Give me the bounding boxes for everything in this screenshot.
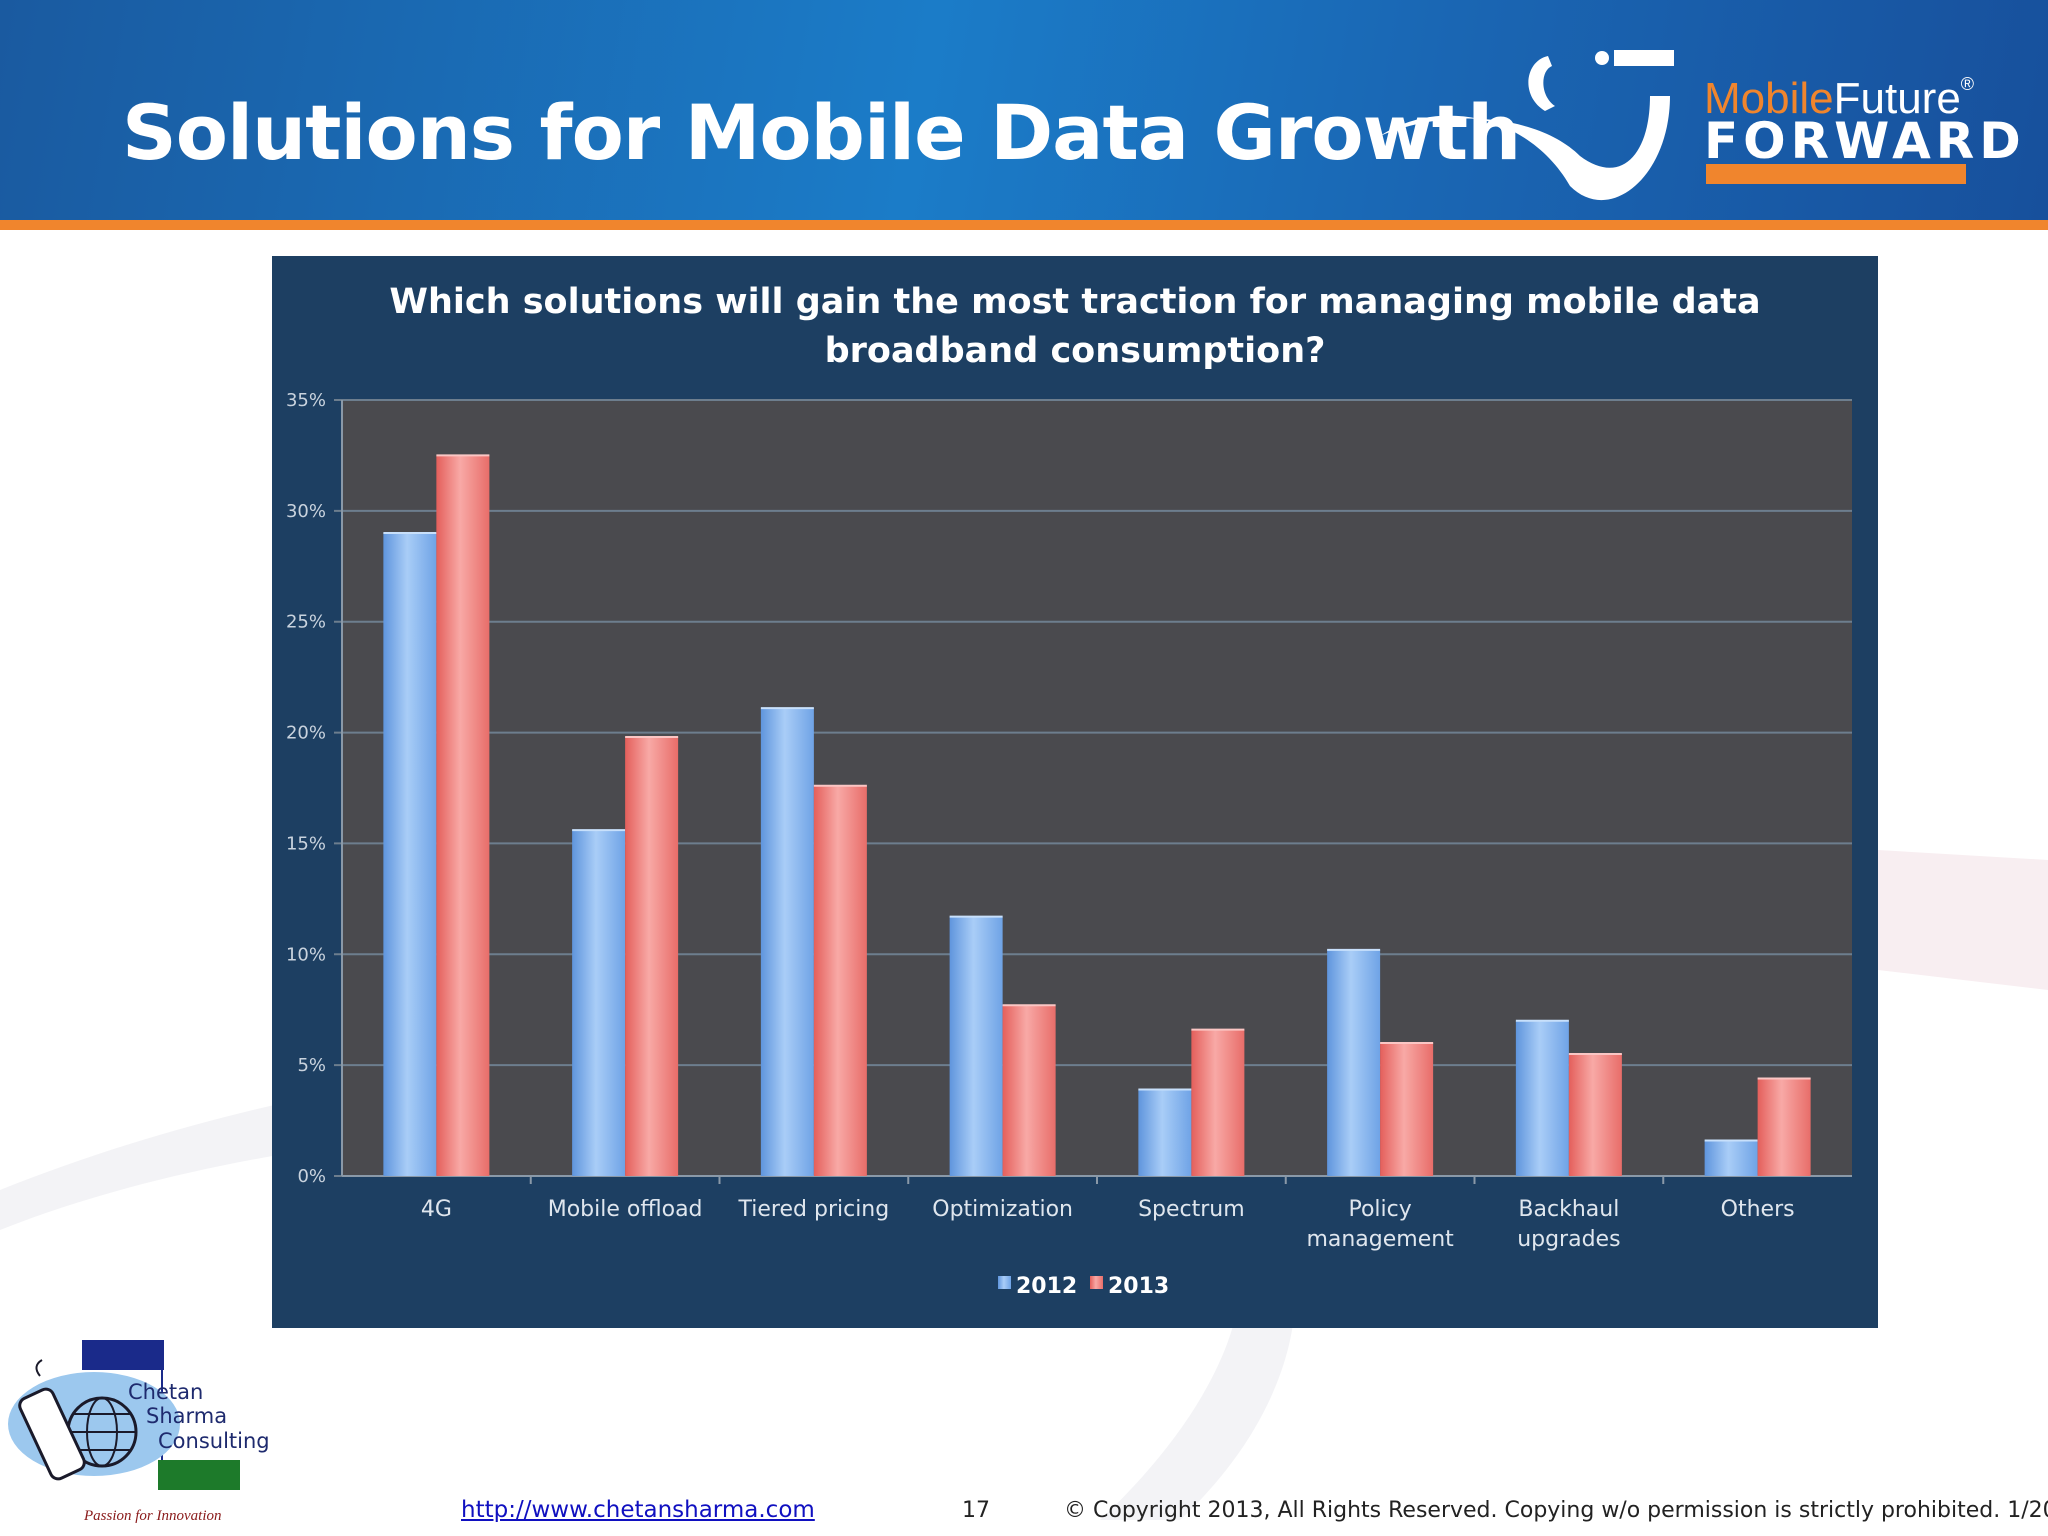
chart-title-line-2: broadband consumption?: [824, 331, 1326, 371]
logo-text-line-1: Chetan: [128, 1380, 204, 1404]
chart-title: Which solutions will gain the most tract…: [272, 278, 1878, 376]
y-tick-label: 5%: [297, 1055, 326, 1076]
background-swoosh: [0, 850, 2048, 1520]
y-tick-label: 10%: [286, 944, 326, 965]
bar-2013: [1757, 1078, 1811, 1176]
y-tick-label: 20%: [286, 723, 326, 744]
brand-swoosh-icon: [1380, 50, 1674, 201]
x-tick-label: upgrades: [1517, 1227, 1620, 1252]
plot-area: [342, 400, 1852, 1176]
x-tick-label: Others: [1721, 1197, 1795, 1222]
bar-2012: [760, 708, 814, 1176]
x-tick-label: Tiered pricing: [738, 1197, 890, 1222]
logo-text-line-3: Consulting: [158, 1429, 270, 1453]
x-tick-label: Mobile offload: [548, 1197, 703, 1222]
bar-2012: [1704, 1140, 1758, 1176]
x-tick-label: Spectrum: [1138, 1197, 1245, 1222]
y-tick-label: 25%: [286, 612, 326, 633]
x-tick-label: Optimization: [932, 1197, 1073, 1222]
brand-wordmark-top: MobileFuture®: [1704, 74, 1974, 124]
x-tick-label: 4G: [421, 1197, 452, 1222]
bar-2012: [383, 533, 437, 1176]
x-tick-label: Backhaul: [1518, 1197, 1619, 1222]
bar-2012: [572, 830, 626, 1176]
brand-underline-bar: [1706, 164, 1966, 184]
logo-text-line-2: Sharma: [146, 1404, 228, 1428]
y-tick-label: 35%: [286, 390, 326, 411]
bar-2013: [1002, 1005, 1056, 1176]
footer-copyright: © Copyright 2013, All Rights Reserved. C…: [1064, 1498, 2048, 1523]
logo-tagline: Passion for Innovation: [84, 1508, 222, 1524]
chart-panel: Which solutions will gain the most tract…: [272, 256, 1878, 1328]
legend-swatch-2013: [1090, 1276, 1103, 1289]
brand-word-mobile: Mobile: [1704, 74, 1834, 123]
header-accent-stripe: [0, 220, 2048, 230]
y-tick-label: 0%: [297, 1166, 326, 1187]
bar-chart: 0% 5% 10% 15% 20% 25% 30% 35% 4G Mobile offload Ti…: [286, 390, 1852, 1299]
brand-word-future: Future: [1833, 74, 1961, 123]
bar-2012: [949, 916, 1003, 1176]
y-tick-label: 30%: [286, 501, 326, 522]
bar-2013: [625, 737, 679, 1176]
bar-2012: [1138, 1089, 1192, 1176]
bar-2013: [436, 455, 490, 1176]
brand-registered-mark: ®: [1960, 74, 1975, 94]
legend-swatch-2012: [998, 1276, 1011, 1289]
footer-page-number: 17: [962, 1498, 990, 1523]
bar-2012: [1327, 949, 1381, 1176]
chart-title-line-1: Which solutions will gain the most tract…: [389, 282, 1761, 322]
y-tick-label: 15%: [286, 833, 326, 854]
legend-label: 2013: [1108, 1274, 1169, 1299]
bar-2013: [813, 785, 867, 1176]
footer-website-link[interactable]: http://www.chetansharma.com: [461, 1497, 815, 1523]
page-title: Solutions for Mobile Data Growth: [122, 88, 1521, 177]
slide-header: [0, 0, 2048, 224]
bar-2013: [1191, 1029, 1245, 1176]
bar-2013: [1380, 1042, 1434, 1176]
bar-2012: [1515, 1020, 1569, 1176]
x-tick-label: Policy: [1348, 1197, 1411, 1222]
company-logo-icon: [8, 1340, 240, 1490]
brand-word-forward: FORWARD: [1704, 112, 2026, 170]
legend-label: 2012: [1016, 1274, 1077, 1299]
bar-2013: [1568, 1054, 1622, 1176]
x-tick-label: management: [1306, 1227, 1454, 1252]
